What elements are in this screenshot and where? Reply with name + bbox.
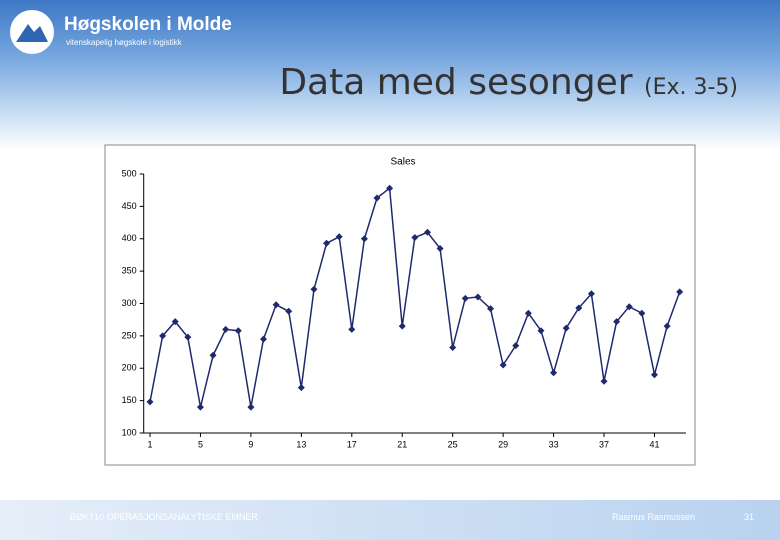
footer-author: Rasmus Rasmussen — [612, 512, 696, 522]
y-tick-label: 100 — [122, 427, 137, 437]
x-tick-label: 9 — [248, 439, 253, 449]
logo-name: Høgskolen i Molde — [64, 14, 232, 35]
title-suffix: (Ex. 3-5) — [643, 75, 738, 100]
data-point — [360, 235, 368, 243]
x-tick-label: 21 — [397, 439, 407, 449]
data-point — [146, 398, 154, 406]
data-point — [209, 351, 217, 359]
data-point — [436, 244, 444, 252]
data-point — [323, 239, 331, 247]
data-point — [638, 309, 646, 317]
data-point — [461, 294, 469, 302]
x-tick-label: 41 — [649, 439, 659, 449]
footer-band — [0, 500, 780, 540]
x-tick-label: 25 — [448, 439, 458, 449]
y-tick-label: 500 — [122, 168, 137, 178]
x-tick-label: 33 — [549, 439, 559, 449]
x-tick-label: 5 — [198, 439, 203, 449]
data-point — [600, 377, 608, 385]
data-point — [625, 303, 633, 311]
data-point — [512, 342, 520, 350]
chart-title: Sales — [390, 157, 415, 168]
x-tick-label: 1 — [147, 439, 152, 449]
data-point — [260, 335, 268, 343]
data-point — [247, 403, 255, 411]
data-point — [272, 301, 280, 309]
data-point — [310, 285, 318, 293]
logo — [10, 10, 54, 54]
data-point — [297, 384, 305, 392]
y-tick-label: 450 — [122, 201, 137, 211]
data-point — [348, 325, 356, 333]
x-tick-label: 37 — [599, 439, 609, 449]
data-point — [398, 322, 406, 330]
x-tick-label: 17 — [347, 439, 357, 449]
header-band — [0, 0, 780, 150]
y-tick-label: 350 — [122, 266, 137, 276]
logo-mark — [16, 24, 48, 42]
data-point — [474, 293, 482, 301]
footer-course: BØK710 OPERASJONSANALYTISKE EMNER — [70, 512, 258, 522]
data-point — [550, 369, 558, 377]
data-point — [449, 344, 457, 352]
data-point — [487, 305, 495, 313]
data-point — [423, 228, 431, 236]
page-number: 31 — [744, 512, 755, 522]
data-point — [663, 322, 671, 330]
data-point — [373, 194, 381, 202]
logo-tagline: vitenskapelig høgskole i logistikk — [66, 38, 182, 47]
data-point — [285, 307, 293, 315]
data-point — [676, 288, 684, 296]
x-tick-label: 13 — [296, 439, 306, 449]
data-point — [234, 327, 242, 335]
data-point — [335, 233, 343, 241]
data-point — [159, 332, 167, 340]
data-point — [184, 333, 192, 341]
data-point — [562, 324, 570, 332]
data-point — [196, 403, 204, 411]
data-point — [499, 361, 507, 369]
data-point — [222, 325, 230, 333]
data-point — [613, 318, 621, 326]
data-point — [587, 290, 595, 298]
data-point — [537, 327, 545, 335]
y-tick-label: 300 — [122, 298, 137, 308]
data-point — [650, 371, 658, 379]
y-tick-label: 150 — [122, 395, 137, 405]
data-point — [524, 309, 532, 317]
data-point — [575, 304, 583, 312]
data-point — [411, 233, 419, 241]
data-point — [171, 318, 179, 326]
y-tick-label: 200 — [122, 363, 137, 373]
y-tick-label: 250 — [122, 330, 137, 340]
x-tick-label: 29 — [498, 439, 508, 449]
slide-title: Data med sesonger (Ex. 3-5) — [0, 62, 738, 103]
y-tick-label: 400 — [122, 233, 137, 243]
data-point — [386, 184, 394, 192]
title-main: Data med sesonger — [279, 62, 633, 103]
